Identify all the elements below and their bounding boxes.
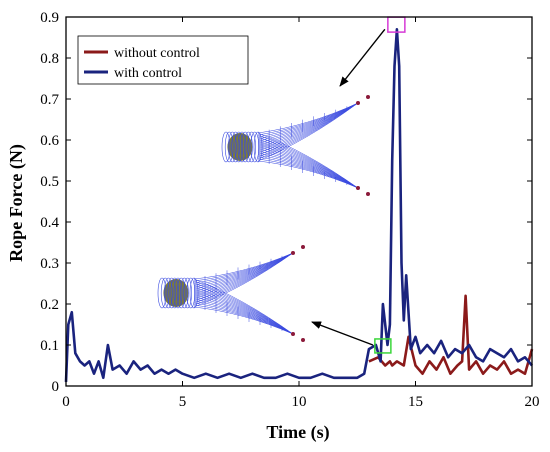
net-ring — [237, 131, 247, 163]
net-ring — [189, 277, 199, 309]
net-ring — [221, 131, 231, 163]
net-ring — [224, 131, 234, 163]
net-ring — [247, 131, 256, 163]
net-ring — [231, 131, 240, 163]
net-tip — [366, 192, 370, 196]
series-line-without-control — [368, 294, 534, 376]
x-tick-label: 0 — [62, 394, 70, 410]
net-tip — [356, 101, 360, 105]
net-ring — [167, 277, 176, 309]
net-tip — [291, 332, 295, 336]
net-illustrations — [157, 95, 370, 342]
net-tip — [301, 245, 305, 249]
y-tick-label: 0.3 — [40, 256, 59, 272]
y-tick-label: 0.4 — [40, 215, 59, 231]
legend-box — [77, 35, 249, 85]
onset-arrow — [311, 321, 374, 346]
net-ring — [228, 131, 237, 163]
onset-highlight-box — [374, 338, 392, 354]
y-tick-label: 0.7 — [40, 92, 59, 108]
net-ring — [240, 131, 250, 163]
captured-object — [163, 279, 189, 307]
net-ring — [170, 277, 180, 309]
net-ring — [180, 277, 189, 309]
y-tick-label: 0.1 — [40, 338, 59, 354]
x-tick-label: 5 — [179, 394, 187, 410]
captured-object — [227, 133, 253, 161]
net-mesh-line — [193, 306, 294, 335]
y-tick-label: 0 — [52, 379, 60, 395]
net-mesh-line — [193, 252, 294, 308]
y-tick-label: 0.2 — [40, 297, 59, 313]
x-axis-title: Time (s) — [266, 422, 329, 443]
x-tick-label: 20 — [525, 394, 540, 410]
net-ring — [173, 277, 183, 309]
peak-arrow — [339, 28, 386, 87]
y-axis-title: Rope Force (N) — [6, 144, 27, 262]
net-ring — [234, 131, 244, 163]
net-ring — [157, 277, 167, 309]
net-mesh-line — [257, 160, 359, 189]
legend-label-without-control: without control — [114, 46, 200, 61]
net-tip — [366, 95, 370, 99]
net-ring — [253, 131, 263, 163]
net-ring — [183, 277, 192, 309]
series-line-with-control — [64, 27, 533, 382]
y-tick-label: 0.8 — [40, 51, 59, 67]
x-tick-label: 15 — [408, 394, 423, 410]
y-tick-label: 0.6 — [40, 133, 59, 149]
y-tick-label: 0.9 — [40, 10, 59, 26]
net-ring — [176, 277, 186, 309]
axes-layer: 0 5 10 15 20 0 0.1 0.2 0.3 0.4 0.5 0.6 0.7 0.8 0.9 — [40, 10, 539, 410]
net-tip — [301, 338, 305, 342]
net-tip — [356, 186, 360, 190]
legend: without control with control — [77, 35, 249, 85]
x-tick-label: 10 — [292, 394, 307, 410]
y-tick-label: 0.5 — [40, 174, 59, 190]
net-ring — [164, 277, 173, 309]
net-mesh-line — [257, 102, 359, 162]
net-tip — [291, 251, 295, 255]
net-ring — [244, 131, 253, 163]
legend-label-with-control: with control — [114, 66, 182, 81]
net-ring — [160, 277, 170, 309]
net-illustration-2 — [157, 245, 305, 342]
net-illustration-1 — [221, 95, 370, 196]
series-layer — [64, 27, 534, 382]
